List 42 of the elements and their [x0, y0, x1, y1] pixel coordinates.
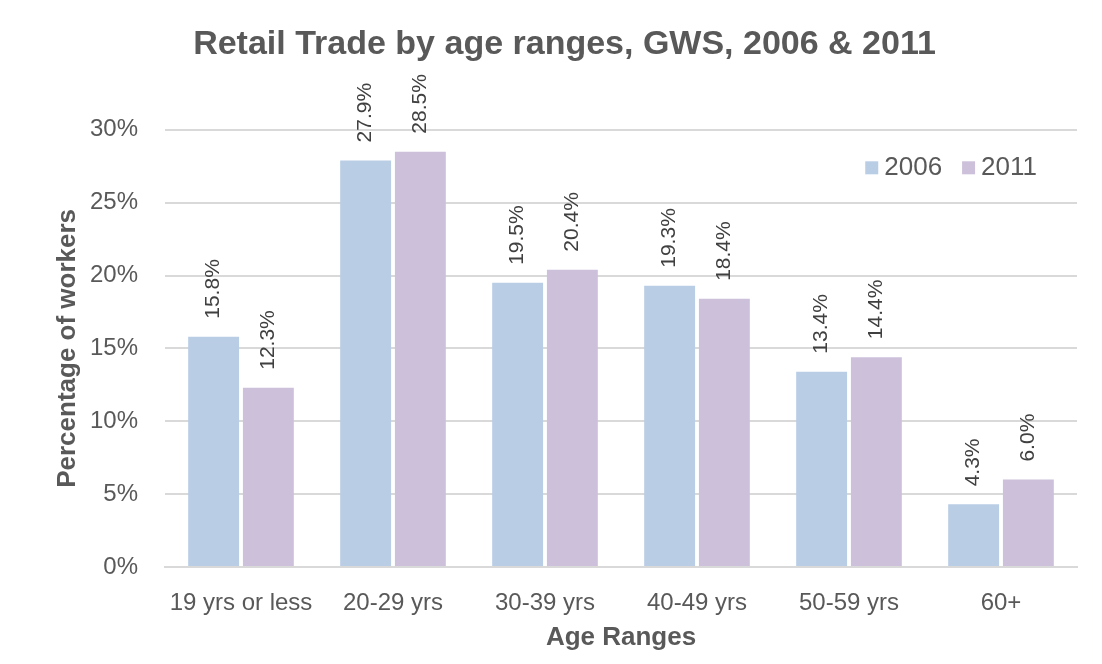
x-axis-title: Age Ranges: [545, 620, 697, 651]
y-axis-title: Percentage of workers: [50, 208, 81, 488]
data-label: 19.5%: [504, 205, 528, 265]
chart-title: Retail Trade by age ranges, GWS, 2006 & 2011: [193, 22, 936, 61]
bar: [644, 285, 696, 566]
data-label: 18.4%: [711, 221, 735, 281]
data-label: 12.3%: [255, 310, 279, 370]
data-label: 28.5%: [407, 74, 431, 134]
x-tick-label: 40-49 yrs: [646, 588, 748, 616]
y-tick-label: 20%: [89, 260, 138, 288]
y-tick-label: 15%: [89, 333, 138, 361]
bar: [188, 336, 240, 566]
x-tick-label: 60+: [980, 588, 1022, 616]
x-tick-label: 19 yrs or less: [169, 588, 313, 616]
y-tick-label: 5%: [103, 478, 138, 506]
legend-label: 2011: [981, 150, 1038, 181]
data-label: 13.4%: [808, 294, 832, 354]
data-label: 27.9%: [352, 82, 376, 143]
y-tick-label: 30%: [89, 114, 138, 142]
bar: [796, 371, 848, 566]
data-label: 6.0%: [1015, 413, 1039, 462]
bar: [394, 151, 446, 566]
y-tick-label: 0%: [103, 551, 138, 579]
legend-label: 2006: [884, 150, 943, 181]
bar: [850, 357, 902, 566]
bar: [1002, 479, 1054, 566]
data-label: 4.3%: [960, 438, 984, 487]
bar: [492, 282, 544, 566]
bar: [698, 298, 750, 566]
data-label: 14.4%: [863, 279, 887, 340]
data-label: 15.8%: [200, 259, 224, 319]
data-label: 20.4%: [559, 192, 583, 252]
bar: [546, 269, 598, 566]
bar: [340, 160, 392, 566]
bar: [948, 504, 1000, 566]
x-tick-label: 30-39 yrs: [494, 588, 596, 616]
data-label: 19.3%: [656, 208, 680, 268]
bar: [242, 387, 294, 566]
y-tick-label: 10%: [89, 405, 138, 433]
x-tick-label: 20-29 yrs: [342, 588, 444, 616]
y-tick-label: 25%: [89, 187, 138, 215]
x-tick-label: 50-59 yrs: [798, 588, 900, 616]
